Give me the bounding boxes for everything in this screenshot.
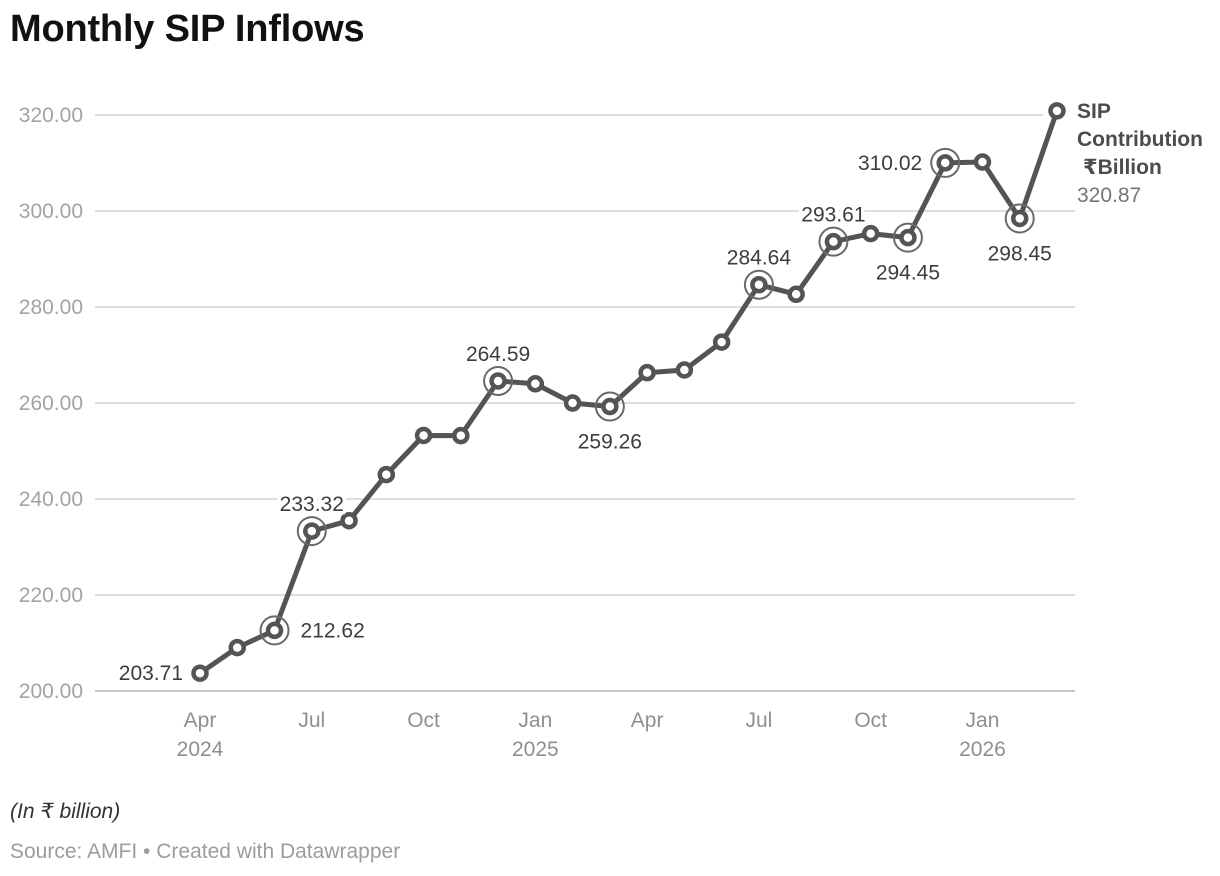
unit-note: (In ₹ billion) <box>10 800 121 823</box>
data-point-aug-2024[interactable] <box>340 511 358 530</box>
source-line: Source: AMFI • Created with Datawrapper <box>10 840 401 863</box>
data-point-mar-2026[interactable] <box>1048 102 1066 120</box>
data-point-dec-2024[interactable] <box>489 372 507 390</box>
chart-canvas: 200.00 220.00 240.00 260.00 280.00 300.00 320.… <box>18 100 1203 761</box>
data-point-oct-2025[interactable] <box>861 224 880 243</box>
data-point-dec-2025[interactable] <box>936 154 954 172</box>
y-tick-label-280: 280.00 <box>19 296 83 319</box>
data-point-mar-2025[interactable] <box>601 397 619 416</box>
chart-title: Monthly SIP Inflows <box>10 8 365 50</box>
highlight-ring-jul-2024 <box>296 516 327 547</box>
data-point-nov-2024[interactable] <box>452 426 470 445</box>
highlight-ring-jul-2025 <box>743 269 774 300</box>
data-label-298.45: 298.45 <box>988 242 1052 265</box>
data-label-293.61: 293.61 <box>801 204 865 227</box>
data-point-may-2024[interactable] <box>228 638 247 657</box>
legend-series-name-line3: ₹Billion <box>1083 156 1162 179</box>
data-point-may-2025[interactable] <box>675 361 694 379</box>
data-point-oct-2024[interactable] <box>414 426 433 445</box>
x-tick-label-apr-2025: Apr <box>631 709 664 732</box>
y-tick-label-240: 240.00 <box>19 488 83 511</box>
series-line <box>197 108 1060 676</box>
data-point-sep-2025[interactable] <box>824 232 843 251</box>
x-tick-label-jul-2025: Jul <box>745 709 772 732</box>
y-tick-label-300: 300.00 <box>19 200 83 223</box>
highlight-ring-dec-2024 <box>483 365 514 396</box>
data-point-apr-2025[interactable] <box>638 363 656 382</box>
x-tick-label-jan-2026: Jan <box>966 709 1000 732</box>
x-tick-year-2025: 2025 <box>512 738 559 761</box>
data-label-294.45: 294.45 <box>876 262 940 285</box>
data-label-233.32: 233.32 <box>280 493 344 516</box>
x-tick-label-jan-2025: Jan <box>518 709 552 732</box>
data-point-jan-2026[interactable] <box>973 153 992 171</box>
highlight-ring-jun-2024 <box>259 615 290 646</box>
highlight-ring-nov-2025 <box>892 222 923 253</box>
x-tick-year-2026: 2026 <box>959 738 1006 761</box>
data-point-jul-2024[interactable] <box>303 522 321 540</box>
data-point-apr-2024[interactable] <box>191 664 209 682</box>
data-point-feb-2025[interactable] <box>563 394 582 412</box>
data-label-284.64: 284.64 <box>727 247 792 270</box>
data-point-jun-2024[interactable] <box>265 621 284 640</box>
x-tick-year-2024: 2024 <box>177 738 224 761</box>
highlight-ring-mar-2025 <box>594 391 625 422</box>
y-tick-label-220: 220.00 <box>19 584 83 607</box>
data-point-jul-2025[interactable] <box>750 275 768 294</box>
data-point-aug-2025[interactable] <box>787 285 805 304</box>
x-tick-label-oct-2025: Oct <box>854 709 887 732</box>
data-label-259.26: 259.26 <box>578 431 642 454</box>
legend-series-name-line2: Contribution <box>1077 128 1203 151</box>
x-tick-label-jul-2024: Jul <box>298 709 325 732</box>
y-tick-label-260: 260.00 <box>19 392 83 415</box>
legend-last-value: 320.87 <box>1077 184 1141 207</box>
data-label-264.59: 264.59 <box>466 343 530 366</box>
data-point-nov-2025[interactable] <box>899 228 917 247</box>
data-point-sep-2024[interactable] <box>377 465 396 484</box>
data-point-jun-2025[interactable] <box>712 333 731 351</box>
data-label-212.62: 212.62 <box>301 619 365 642</box>
y-tick-label-320: 320.00 <box>19 104 83 127</box>
data-label-310.02: 310.02 <box>858 152 922 175</box>
legend-series-name-line1: SIP <box>1077 100 1111 123</box>
y-tick-label-200: 200.00 <box>19 680 83 703</box>
data-label-203.71: 203.71 <box>119 662 183 685</box>
x-tick-label-apr-2024: Apr <box>184 709 217 732</box>
data-point-jan-2025[interactable] <box>526 375 545 393</box>
data-point-feb-2026[interactable] <box>1010 209 1029 228</box>
highlight-ring-feb-2026 <box>1004 203 1035 234</box>
x-tick-label-oct-2024: Oct <box>407 709 440 732</box>
highlight-ring-dec-2025 <box>930 147 961 178</box>
highlight-ring-sep-2025 <box>818 226 849 257</box>
